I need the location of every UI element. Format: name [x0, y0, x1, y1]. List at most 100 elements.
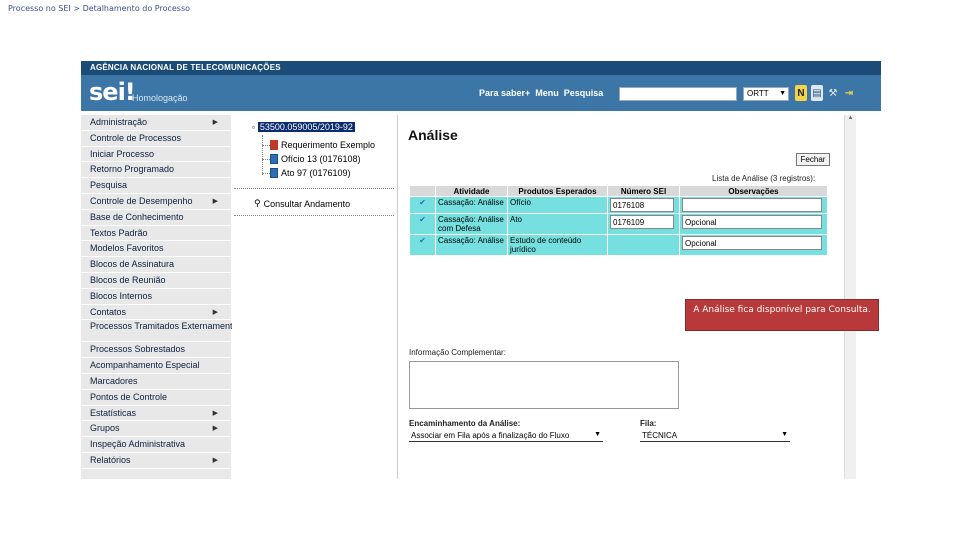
observation-input[interactable]	[682, 198, 822, 212]
menu-item[interactable]: Estatísticas ▶	[81, 406, 231, 422]
cell-sei	[607, 234, 680, 256]
menu-item-label: Blocos de Assinatura	[90, 259, 175, 270]
tree-process-node[interactable]: ▫ 53500.059005/2019-92	[252, 122, 355, 132]
tree-doc-oficio[interactable]: Ofício 13 (0176108)	[270, 154, 361, 164]
process-number: 53500.059005/2019-92	[257, 122, 355, 132]
row-checkbox[interactable]: ✔	[409, 196, 436, 214]
submenu-arrow-icon: ▶	[212, 425, 218, 433]
menu-item-label: Relatórios	[90, 454, 131, 465]
chevron-down-icon: ▼	[781, 431, 788, 438]
menu-item-label: Processos Tramitados Externamente	[90, 321, 238, 332]
chevron-down-icon: ▼	[779, 90, 786, 97]
nav-pesquisa[interactable]: Pesquisa	[563, 88, 604, 98]
menu-item[interactable]: Relatórios ▶	[81, 453, 231, 469]
attachments-icon[interactable]: ▤	[811, 85, 823, 101]
tools-icon[interactable]: ⚒	[828, 87, 838, 99]
queue-value: TÉCNICA	[642, 431, 678, 440]
menu-item-label: Base de Conhecimento	[90, 211, 184, 222]
n-icon[interactable]: N	[795, 85, 807, 101]
submenu-arrow-icon: ▶	[212, 409, 218, 417]
tree-doc-ato[interactable]: Ato 97 (0176109)	[270, 168, 351, 178]
routing-label: Encaminhamento da Análise:	[409, 419, 521, 428]
menu-item-label: Iniciar Processo	[90, 148, 155, 159]
info-textarea[interactable]	[409, 361, 679, 409]
menu-item[interactable]: Contatos ▶	[81, 305, 231, 321]
menu-item-label: Grupos	[90, 423, 120, 434]
cell-obs	[679, 213, 828, 235]
menu-item[interactable]: Controle de Desempenho ▶	[81, 194, 231, 210]
row-checkbox[interactable]: ✔	[409, 234, 436, 256]
consult-andamento-link[interactable]: ⚲ Consultar Andamento	[254, 198, 350, 209]
col-header: Número SEI	[607, 185, 680, 197]
cell-activity: Cassação: Análise	[435, 234, 508, 256]
menu-item[interactable]: Pesquisa	[81, 178, 231, 194]
menu-item-label: Contatos	[90, 306, 127, 317]
menu-item[interactable]: Inspeção Administrativa	[81, 437, 231, 453]
menu-item-label: Blocos Internos	[90, 290, 153, 301]
sei-number-input[interactable]	[610, 198, 674, 212]
menu-item[interactable]: Retorno Programado	[81, 162, 231, 179]
menu-item[interactable]: Iniciar Processo	[81, 147, 231, 163]
menu-item-label: Controle de Desempenho	[90, 195, 193, 206]
vertical-scrollbar[interactable]: ▲	[844, 115, 856, 479]
cell-obs	[679, 196, 828, 214]
menu-item[interactable]: Processos Tramitados Externamente	[81, 320, 238, 343]
cell-product: Ofício	[507, 196, 608, 214]
menu-item[interactable]: Textos Padrão	[81, 226, 231, 242]
menu-item-label: Processos Sobrestados	[90, 344, 186, 355]
search-input[interactable]	[619, 87, 737, 101]
sei-number-input[interactable]	[610, 215, 674, 229]
page-title: Análise	[408, 127, 458, 143]
menu-item[interactable]: Administração ▶	[81, 115, 231, 131]
menu-item-label: Acompanhamento Especial	[90, 360, 200, 371]
top-nav: Para saber+ Menu Pesquisa	[479, 88, 603, 98]
menu-item[interactable]: Marcadores	[81, 374, 231, 390]
exit-icon[interactable]: ⇥	[844, 87, 854, 99]
environment-label: Homologação	[132, 93, 188, 103]
unit-select[interactable]: ORTT ▼	[743, 87, 789, 101]
consult-label: Consultar Andamento	[263, 198, 351, 209]
folder-icon: ▫	[252, 122, 255, 132]
header-icons: N ▤ ⚒ ⇥	[795, 85, 855, 101]
submenu-arrow-icon: ▶	[212, 308, 218, 316]
menu-item[interactable]: Processos Sobrestados	[81, 342, 231, 359]
routing-select[interactable]: Associar em Fila após a finalização do F…	[409, 431, 603, 442]
annotation-callout: A Análise fica disponível para Consulta.	[685, 299, 879, 331]
main-menu: Administração ▶ Controle de Processos Inici…	[81, 115, 238, 479]
observation-input[interactable]	[682, 215, 822, 229]
menu-item[interactable]: Modelos Favoritos	[81, 241, 231, 258]
tree-doc-requerimento[interactable]: Requerimento Exemplo	[270, 140, 375, 150]
table-row: ✔ Cassação: Análise Ofício	[409, 196, 828, 214]
table-row: ✔ Cassação: Análise Estudo de conteúdo jur…	[409, 234, 828, 256]
submenu-arrow-icon: ▶	[212, 197, 218, 205]
menu-item[interactable]: Controle de Processos	[81, 131, 231, 147]
scroll-up-icon[interactable]: ▲	[847, 115, 854, 121]
menu-item[interactable]: Blocos de Reunião	[81, 273, 231, 289]
menu-item[interactable]: Base de Conhecimento	[81, 210, 231, 226]
observation-input[interactable]	[682, 236, 822, 250]
menu-item[interactable]: Blocos de Assinatura	[81, 257, 231, 273]
menu-item-label: Blocos de Reunião	[90, 274, 166, 285]
sei-logo[interactable]: sei!	[89, 78, 136, 106]
menu-item-label: Marcadores	[90, 375, 138, 386]
menu-item[interactable]: Acompanhamento Especial	[81, 358, 231, 374]
header-check	[409, 185, 436, 197]
menu-item-label: Controle de Processos	[90, 132, 182, 143]
list-caption: Lista de Análise (3 registros):	[712, 174, 816, 183]
agency-bar: AGÊNCIA NACIONAL DE TELECOMUNICAÇÕES	[81, 61, 881, 75]
nav-para-saber[interactable]: Para saber+	[479, 88, 531, 98]
cell-product: Estudo de conteúdo jurídico	[507, 234, 608, 256]
nav-menu[interactable]: Menu	[535, 88, 559, 98]
close-button[interactable]: Fechar	[796, 153, 830, 166]
menu-item-label: Estatísticas	[90, 407, 137, 418]
menu-item[interactable]: Pontos de Controle	[81, 390, 231, 406]
menu-item[interactable]: Blocos Internos	[81, 289, 231, 305]
queue-select[interactable]: TÉCNICA ▼	[640, 431, 790, 442]
submenu-arrow-icon: ▶	[212, 119, 218, 126]
doc-label: Ato 97 (0176109)	[281, 168, 351, 178]
row-checkbox[interactable]: ✔	[409, 213, 436, 235]
chevron-down-icon: ▼	[594, 431, 601, 438]
submenu-arrow-icon: ▶	[212, 456, 218, 464]
unit-value: ORTT	[747, 89, 769, 98]
menu-item[interactable]: Grupos ▶	[81, 421, 231, 438]
